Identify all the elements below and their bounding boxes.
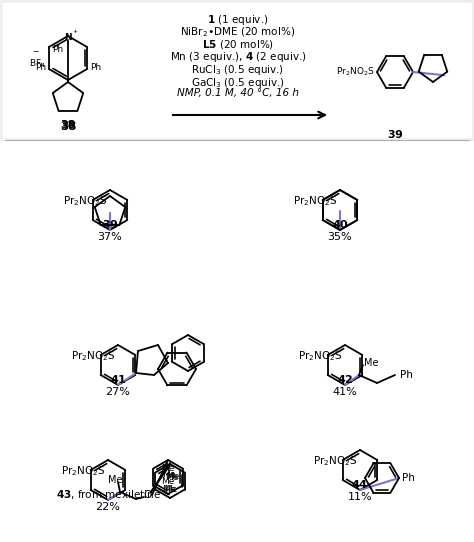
Text: Ph: Ph	[90, 62, 101, 72]
Text: Pr$_2$NO$_2$S: Pr$_2$NO$_2$S	[299, 349, 343, 363]
Text: 38: 38	[60, 120, 76, 133]
Text: Me: Me	[162, 485, 176, 494]
Text: Ph: Ph	[402, 473, 415, 483]
Text: RuCl$_3$ (0.5 equiv.): RuCl$_3$ (0.5 equiv.)	[191, 63, 284, 77]
Text: Me: Me	[166, 472, 180, 481]
Bar	[3, 3, 471, 137]
Text: $^-$: $^-$	[31, 49, 41, 59]
Text: $\mathbf{44}$: $\mathbf{44}$	[352, 478, 368, 490]
Text: 35%: 35%	[328, 232, 352, 242]
Text: NiBr$_2$$\bullet$DME (20 mol%): NiBr$_2$$\bullet$DME (20 mol%)	[181, 25, 296, 39]
Text: Me: Me	[161, 464, 174, 473]
Text: Pr$_2$NO$_2$S: Pr$_2$NO$_2$S	[64, 194, 108, 208]
Text: Mn (3 equiv.), $\mathbf{4}$ (2 equiv.): Mn (3 equiv.), $\mathbf{4}$ (2 equiv.)	[170, 50, 306, 64]
Text: 37%: 37%	[98, 232, 122, 242]
Text: $\mathbf{39}$: $\mathbf{39}$	[101, 218, 118, 230]
Text: $\mathbf{43}$, from mexiletine: $\mathbf{43}$, from mexiletine	[55, 488, 160, 501]
Text: Ph: Ph	[400, 370, 413, 380]
Text: NMP, 0.1 M, 40 °C, 16 h: NMP, 0.1 M, 40 °C, 16 h	[177, 88, 299, 98]
Text: $\mathbf{42}$: $\mathbf{42}$	[337, 373, 353, 385]
Text: Pr$_2$NO$_2$S: Pr$_2$NO$_2$S	[293, 194, 338, 208]
Text: 41%: 41%	[333, 387, 357, 397]
Text: 38: 38	[60, 120, 76, 130]
Text: Me: Me	[161, 477, 175, 486]
Text: 27%: 27%	[106, 387, 130, 397]
Text: $\mathbf{40}$: $\mathbf{40}$	[331, 218, 348, 230]
Text: $\mathbf{41}$: $\mathbf{41}$	[109, 373, 127, 385]
Text: Me: Me	[108, 475, 122, 485]
Text: O: O	[144, 490, 152, 500]
Text: Pr$_2$NO$_2$S: Pr$_2$NO$_2$S	[72, 349, 116, 363]
Text: $\mathbf{1}$ (1 equiv.): $\mathbf{1}$ (1 equiv.)	[207, 13, 269, 27]
Bar	[0, 0, 474, 140]
Text: Ph: Ph	[52, 44, 63, 54]
Text: Me: Me	[164, 485, 178, 494]
Text: 22%: 22%	[96, 502, 120, 512]
Text: Pr$_2$NO$_2$S: Pr$_2$NO$_2$S	[62, 464, 106, 478]
Text: BF$_4$: BF$_4$	[29, 58, 46, 70]
Text: 11%: 11%	[348, 492, 372, 502]
Text: Me: Me	[165, 474, 179, 482]
Text: Pr$_2$NO$_2$S: Pr$_2$NO$_2$S	[313, 454, 358, 468]
Text: Ph: Ph	[35, 62, 46, 72]
Text: $\mathbf{L5}$ (20 mol%): $\mathbf{L5}$ (20 mol%)	[202, 38, 274, 51]
Text: $\mathbf{39}$: $\mathbf{39}$	[387, 128, 403, 140]
Text: N: N	[64, 33, 72, 42]
Text: $^+$: $^+$	[71, 29, 79, 37]
Text: Pr$_2$NO$_2$S: Pr$_2$NO$_2$S	[336, 66, 375, 78]
Text: Me: Me	[162, 470, 176, 479]
Text: Me: Me	[364, 358, 379, 368]
Text: GaCl$_3$ (0.5 equiv.): GaCl$_3$ (0.5 equiv.)	[191, 75, 285, 89]
